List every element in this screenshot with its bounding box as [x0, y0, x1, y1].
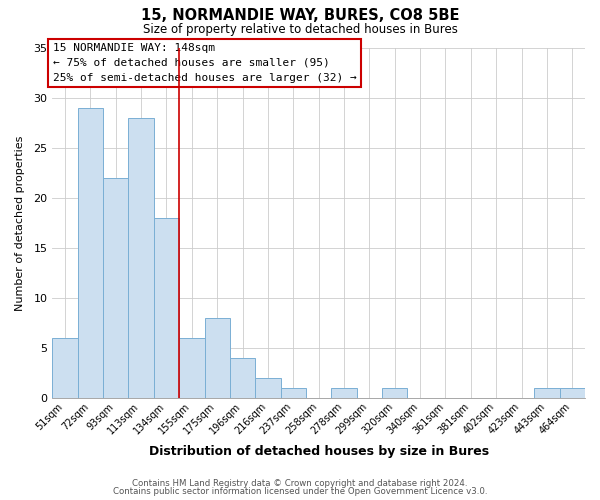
- Text: 15, NORMANDIE WAY, BURES, CO8 5BE: 15, NORMANDIE WAY, BURES, CO8 5BE: [141, 8, 459, 22]
- X-axis label: Distribution of detached houses by size in Bures: Distribution of detached houses by size …: [149, 444, 489, 458]
- Bar: [179, 338, 205, 398]
- Text: Contains HM Land Registry data © Crown copyright and database right 2024.: Contains HM Land Registry data © Crown c…: [132, 478, 468, 488]
- Bar: [128, 118, 154, 398]
- Bar: [205, 318, 230, 398]
- Text: Contains public sector information licensed under the Open Government Licence v3: Contains public sector information licen…: [113, 488, 487, 496]
- Bar: [230, 358, 255, 399]
- Text: Size of property relative to detached houses in Bures: Size of property relative to detached ho…: [143, 22, 457, 36]
- Bar: [154, 218, 179, 398]
- Y-axis label: Number of detached properties: Number of detached properties: [15, 136, 25, 311]
- Bar: [560, 388, 585, 398]
- Bar: [52, 338, 77, 398]
- Bar: [255, 378, 281, 398]
- Bar: [382, 388, 407, 398]
- Bar: [281, 388, 306, 398]
- Bar: [331, 388, 357, 398]
- Bar: [103, 178, 128, 398]
- Bar: [534, 388, 560, 398]
- Text: 15 NORMANDIE WAY: 148sqm
← 75% of detached houses are smaller (95)
25% of semi-d: 15 NORMANDIE WAY: 148sqm ← 75% of detach…: [53, 43, 356, 82]
- Bar: [77, 108, 103, 399]
